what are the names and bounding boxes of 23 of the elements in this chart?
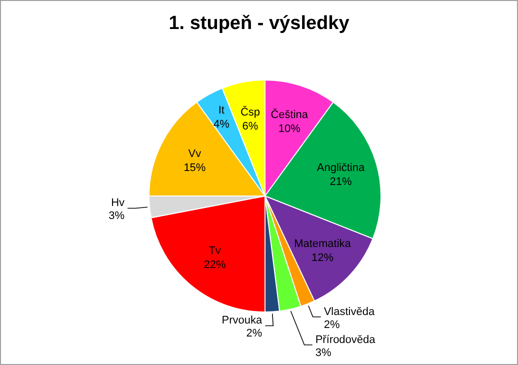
slice-label: Hv [111, 197, 126, 210]
data-label: 12% [311, 252, 334, 264]
data-label: 22% [204, 258, 226, 271]
slice-label: Vv [188, 148, 202, 160]
slice-label: Matematika [294, 238, 352, 250]
slice-label: Čeština [270, 108, 309, 121]
chart-title: 1. stupeň - výsledky [168, 13, 350, 35]
slice-label: Čsp [240, 106, 260, 119]
data-label: 2% [246, 328, 262, 340]
slice-label: Prvouka [222, 314, 264, 327]
data-label: 2% [324, 318, 340, 331]
data-label: 6% [242, 120, 258, 133]
slice-label: It [218, 104, 224, 117]
slice-label: Angličtina [316, 162, 366, 174]
slice-label: Přírodověda [315, 334, 376, 346]
data-label: 21% [330, 176, 352, 188]
data-label: 15% [184, 162, 206, 174]
data-label: 3% [315, 346, 332, 359]
slice-label: Vlastivěda [324, 306, 376, 318]
data-label: 4% [213, 118, 230, 131]
data-label: 10% [278, 122, 301, 135]
slice-label: Tv [208, 244, 222, 257]
data-label: 3% [108, 210, 125, 222]
